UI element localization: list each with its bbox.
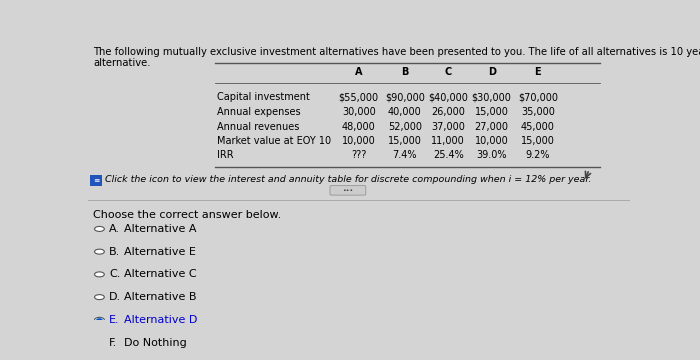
Circle shape: [96, 318, 103, 321]
Text: A.: A.: [109, 224, 120, 234]
Text: $55,000: $55,000: [339, 92, 379, 102]
Text: 25.4%: 25.4%: [433, 150, 463, 161]
Text: 37,000: 37,000: [431, 122, 466, 132]
Text: 10,000: 10,000: [342, 136, 376, 146]
Text: 15,000: 15,000: [475, 108, 509, 117]
Circle shape: [94, 294, 104, 300]
Text: C: C: [444, 67, 452, 77]
Text: $70,000: $70,000: [518, 92, 558, 102]
Circle shape: [94, 226, 104, 231]
Text: Market value at EOY 10: Market value at EOY 10: [216, 136, 330, 146]
Text: A: A: [355, 67, 363, 77]
Text: 26,000: 26,000: [431, 108, 466, 117]
Text: 7.4%: 7.4%: [393, 150, 417, 161]
Text: C.: C.: [109, 269, 120, 279]
Text: Do Nothing: Do Nothing: [125, 338, 187, 347]
Text: 48,000: 48,000: [342, 122, 376, 132]
Text: 15,000: 15,000: [521, 136, 554, 146]
Text: 9.2%: 9.2%: [526, 150, 550, 161]
Circle shape: [94, 340, 104, 345]
Text: alternative.: alternative.: [93, 58, 150, 68]
Text: 52,000: 52,000: [388, 122, 422, 132]
Text: 11,000: 11,000: [431, 136, 465, 146]
Text: Alternative C: Alternative C: [125, 269, 197, 279]
Circle shape: [94, 272, 104, 277]
Text: E.: E.: [109, 315, 120, 325]
Text: Alternative B: Alternative B: [125, 292, 197, 302]
Text: B: B: [401, 67, 409, 77]
Text: 30,000: 30,000: [342, 108, 376, 117]
Text: ≡: ≡: [93, 176, 99, 185]
Text: 40,000: 40,000: [388, 108, 421, 117]
Text: Alternative D: Alternative D: [125, 315, 198, 325]
Text: Choose the correct answer below.: Choose the correct answer below.: [93, 210, 281, 220]
Text: Annual revenues: Annual revenues: [216, 122, 299, 132]
Text: D.: D.: [109, 292, 121, 302]
Text: D: D: [488, 67, 496, 77]
Text: Capital investment: Capital investment: [216, 92, 309, 102]
Text: 15,000: 15,000: [388, 136, 422, 146]
Text: •••: •••: [342, 188, 354, 193]
Text: The following mutually exclusive investment alternatives have been presented to : The following mutually exclusive investm…: [93, 48, 700, 57]
Text: Click the icon to view the interest and annuity table for discrete compounding w: Click the icon to view the interest and …: [105, 175, 592, 184]
Text: $40,000: $40,000: [428, 92, 468, 102]
Text: IRR: IRR: [216, 150, 233, 161]
Text: Annual expenses: Annual expenses: [216, 108, 300, 117]
Circle shape: [94, 249, 104, 254]
Text: 35,000: 35,000: [521, 108, 554, 117]
Text: $90,000: $90,000: [385, 92, 425, 102]
Text: Alternative A: Alternative A: [125, 224, 197, 234]
Text: E: E: [535, 67, 541, 77]
FancyBboxPatch shape: [90, 175, 102, 186]
Text: $30,000: $30,000: [472, 92, 512, 102]
Text: 10,000: 10,000: [475, 136, 508, 146]
Circle shape: [94, 318, 104, 322]
Text: 45,000: 45,000: [521, 122, 554, 132]
FancyBboxPatch shape: [330, 186, 366, 195]
Text: 27,000: 27,000: [475, 122, 509, 132]
Text: ???: ???: [351, 150, 366, 161]
Text: Alternative E: Alternative E: [125, 247, 196, 257]
Text: F.: F.: [109, 338, 118, 347]
Text: B.: B.: [109, 247, 120, 257]
Text: 39.0%: 39.0%: [477, 150, 507, 161]
